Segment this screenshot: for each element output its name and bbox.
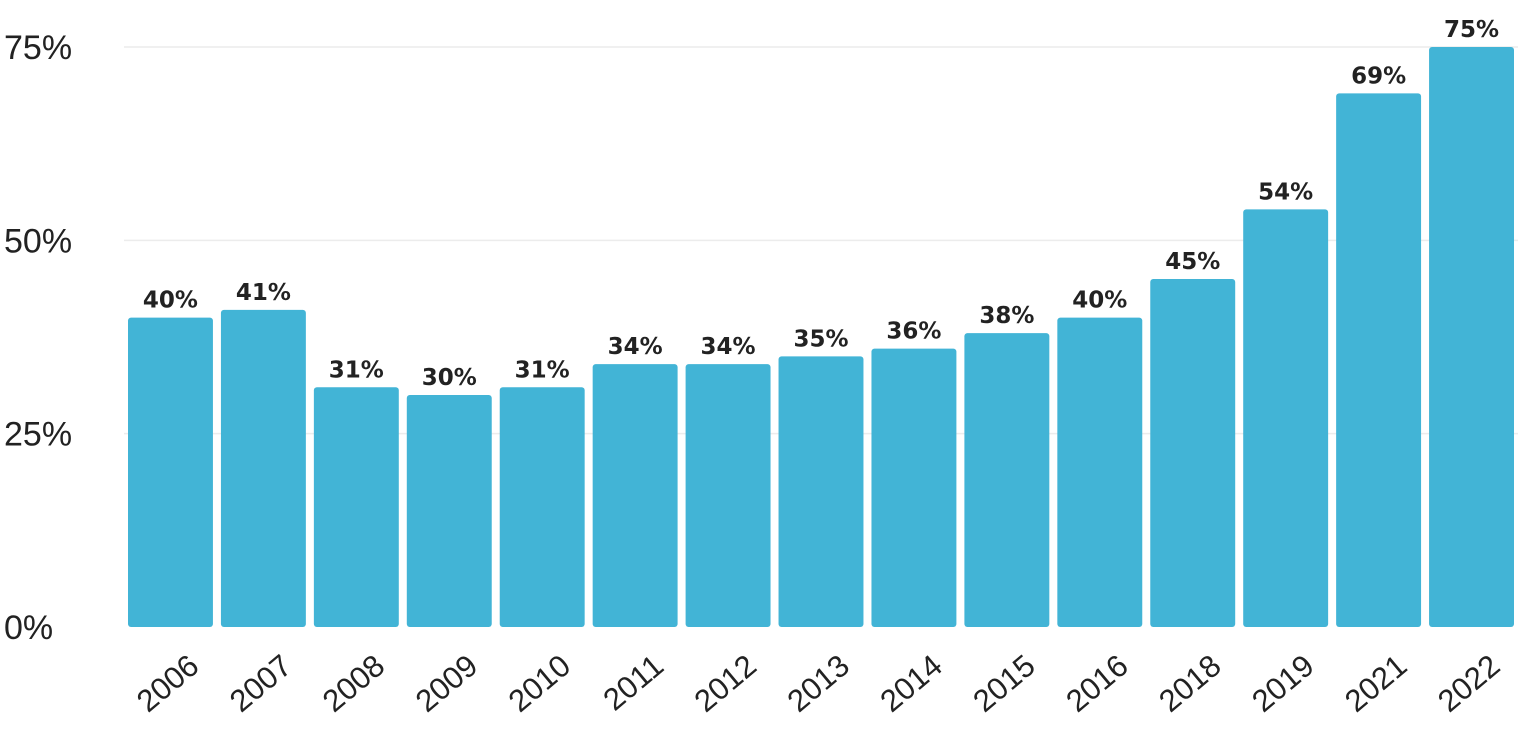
y-axis-tick-labels: 0% 25% 50% 75% xyxy=(4,29,72,647)
bar xyxy=(1150,279,1236,627)
x-tick-label: 2009 xyxy=(409,648,484,719)
bar xyxy=(1243,209,1329,627)
bars xyxy=(128,47,1514,627)
bar xyxy=(964,333,1050,627)
y-tick-label: 0% xyxy=(4,609,53,647)
data-label: 40% xyxy=(1072,288,1127,314)
data-label: 38% xyxy=(979,303,1034,329)
x-tick-label: 2015 xyxy=(966,648,1041,719)
y-tick-label: 25% xyxy=(4,416,72,454)
data-label: 30% xyxy=(422,365,477,391)
x-tick-label: 2012 xyxy=(688,648,763,719)
data-label: 35% xyxy=(793,326,848,352)
data-label: 45% xyxy=(1165,249,1220,275)
x-tick-label: 2018 xyxy=(1152,648,1227,719)
x-tick-label: 2007 xyxy=(223,648,298,719)
x-tick-label: 2010 xyxy=(502,648,577,719)
data-label: 69% xyxy=(1351,63,1406,89)
bar xyxy=(128,317,213,627)
data-label: 34% xyxy=(608,334,663,360)
y-tick-label: 50% xyxy=(4,222,72,260)
bar xyxy=(313,387,399,627)
bar xyxy=(871,348,957,627)
x-tick-label: 2013 xyxy=(781,648,856,719)
y-tick-label: 75% xyxy=(4,29,72,67)
data-labels: 40% 41% 31% 30% 31% 34% 34% 35% 36% 38% 40% 45% 54% 6… xyxy=(143,17,1499,391)
bar xyxy=(220,309,306,627)
bar xyxy=(406,395,492,627)
data-label: 40% xyxy=(143,288,198,314)
data-label: 75% xyxy=(1444,17,1499,43)
x-tick-label: 2008 xyxy=(316,648,391,719)
bar xyxy=(1429,47,1514,627)
data-label: 34% xyxy=(701,334,756,360)
x-tick-label: 2011 xyxy=(596,648,670,718)
bar xyxy=(592,364,678,627)
bar xyxy=(778,356,864,627)
x-tick-label: 2014 xyxy=(874,648,949,719)
data-label: 41% xyxy=(236,280,291,306)
x-tick-label: 2019 xyxy=(1245,648,1320,719)
x-tick-label: 2016 xyxy=(1059,648,1134,719)
x-tick-label: 2021 xyxy=(1338,648,1413,719)
data-label: 54% xyxy=(1258,179,1313,205)
data-label: 31% xyxy=(329,357,384,383)
bar xyxy=(1057,317,1143,627)
bar xyxy=(1336,93,1422,627)
x-tick-label: 2006 xyxy=(130,648,205,719)
data-label: 36% xyxy=(886,319,941,345)
x-axis-tick-labels: 2006 2007 2008 2009 2010 2011 2012 2013 2014 2015… xyxy=(130,648,1506,719)
bar xyxy=(685,364,771,627)
data-label: 31% xyxy=(515,357,570,383)
x-tick-label: 2022 xyxy=(1431,648,1506,719)
bar xyxy=(499,387,585,627)
